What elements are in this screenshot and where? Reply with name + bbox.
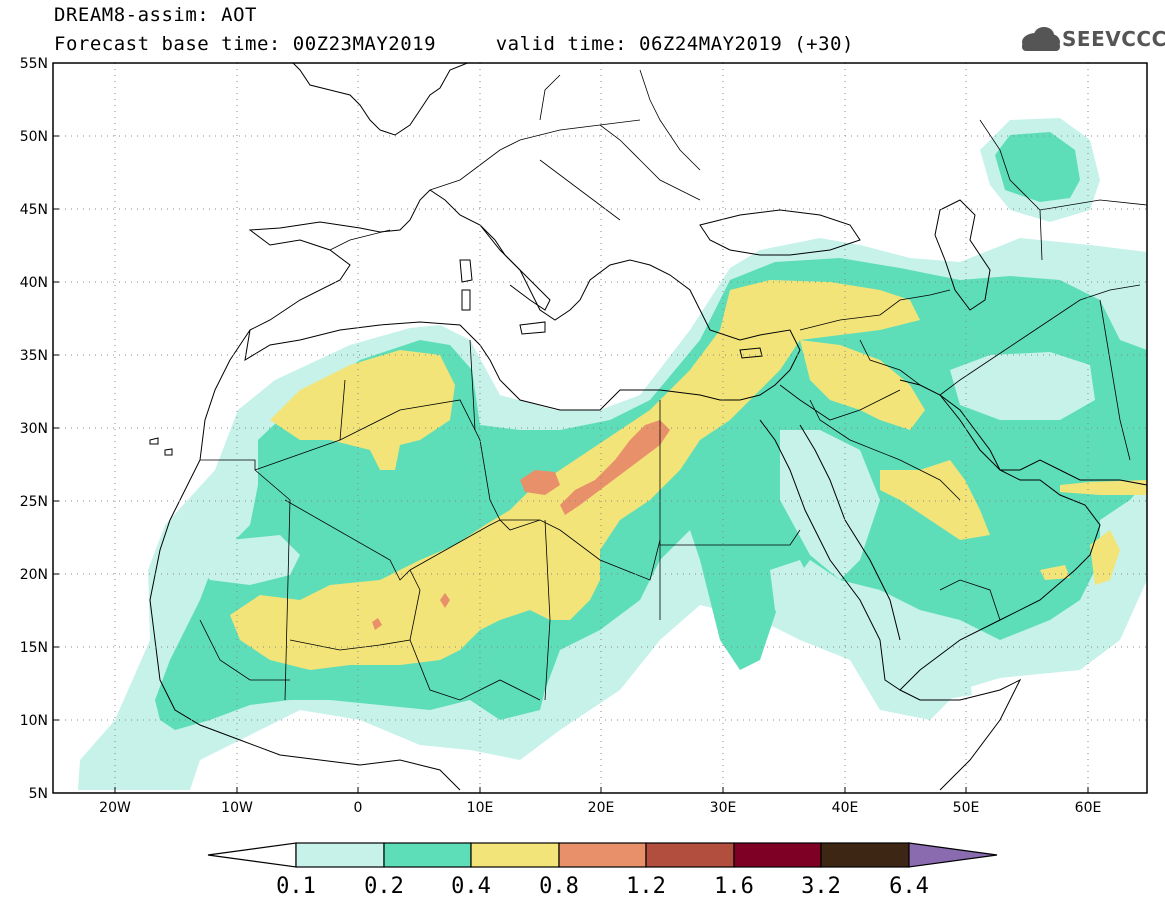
logo-text: SEEVCCC <box>1062 27 1165 51</box>
lon-label: 20E <box>588 800 615 816</box>
colorbar-label: 1.6 <box>714 874 754 899</box>
colorbar-label: 0.8 <box>539 874 579 899</box>
lat-label: 35N <box>20 348 48 364</box>
colorbar-label: 0.4 <box>451 874 491 899</box>
lat-label: 55N <box>20 56 48 72</box>
latitude-labels: 55N 50N 45N 40N 35N 30N 25N 20N 15N 10N … <box>20 56 48 802</box>
lat-label: 50N <box>20 129 48 145</box>
lat-label: 45N <box>20 202 48 218</box>
lon-label: 10W <box>221 800 253 816</box>
colorbar-label: 3.2 <box>801 874 841 899</box>
lat-label: 25N <box>20 494 48 510</box>
aot-contour-0.4 <box>230 280 1147 670</box>
colorbar-label: 0.1 <box>276 874 316 899</box>
gridlines <box>53 63 1147 793</box>
lat-label: 40N <box>20 275 48 291</box>
longitude-labels: 20W 10W 0 10E 20E 30E 40E 50E 60E <box>99 800 1101 816</box>
colorbar-label: 6.4 <box>889 874 929 899</box>
colorbar-label: 1.2 <box>626 874 666 899</box>
lat-label: 20N <box>20 567 48 583</box>
colorbar-segment <box>558 842 647 868</box>
aot-contour-0.8 <box>372 420 670 630</box>
lon-label: 0 <box>354 800 363 816</box>
axis-ticks <box>53 62 1089 794</box>
chart-title: DREAM8-assim: AOT <box>54 4 257 26</box>
seevccc-logo <box>1022 27 1060 51</box>
lat-label: 10N <box>20 713 48 729</box>
cloud-icon <box>1022 27 1060 51</box>
lat-label: 15N <box>20 640 48 656</box>
country-borders <box>199 69 1147 701</box>
colorbar-max-arrow <box>908 842 998 868</box>
aot-contour-0.1-pockets <box>195 352 1095 640</box>
colorbar-segment <box>383 842 472 868</box>
colorbar: 0.1 0.2 0.4 0.8 1.2 1.6 3.2 6.4 <box>207 842 998 899</box>
lon-label: 60E <box>1075 800 1102 816</box>
lat-label: 30N <box>20 421 48 437</box>
colorbar-min-arrow <box>207 842 297 868</box>
forecast-time-line: Forecast base time: 00Z23MAY2019 valid t… <box>54 33 854 55</box>
lon-label: 20W <box>99 800 131 816</box>
colorbar-segment <box>733 842 822 868</box>
lon-label: 10E <box>467 800 494 816</box>
colorbar-segment <box>470 842 560 868</box>
colorbar-segment <box>820 842 910 868</box>
colorbar-segment <box>295 842 385 868</box>
lon-label: 40E <box>832 800 859 816</box>
lon-label: 30E <box>710 800 737 816</box>
colorbar-segment <box>645 842 735 868</box>
lat-label: 5N <box>29 786 48 802</box>
lon-label: 50E <box>953 800 980 816</box>
colorbar-label: 0.2 <box>364 874 404 899</box>
coastlines <box>149 63 1147 791</box>
